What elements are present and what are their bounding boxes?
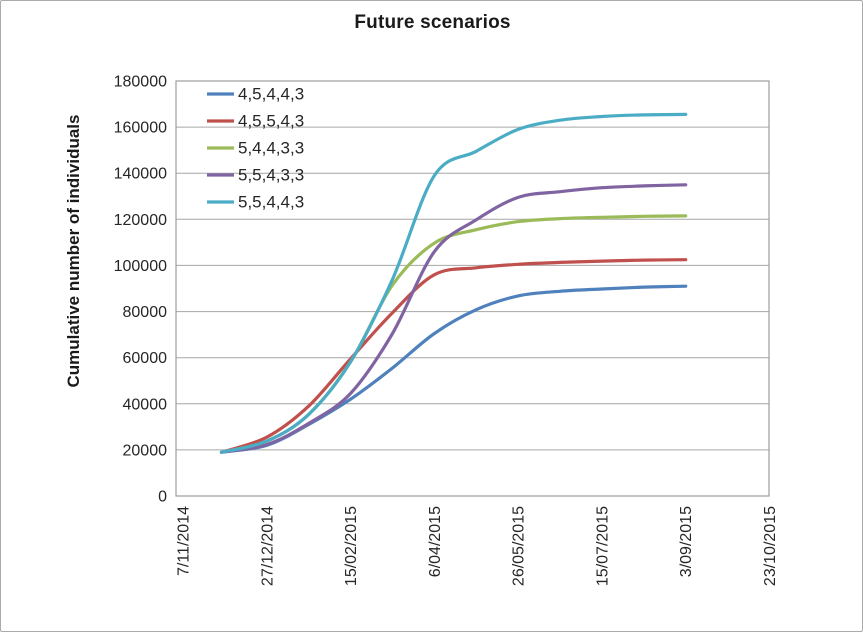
x-tick-label: 15/07/2015 — [594, 506, 611, 586]
x-tick-label: 23/10/2015 — [762, 506, 779, 586]
legend-item-5-5-4-4-3[interactable]: 5,5,4,4,3 — [207, 193, 304, 212]
legend-item-5-4-4-3-3[interactable]: 5,4,4,3,3 — [207, 139, 304, 158]
y-tick-label: 20000 — [123, 442, 168, 459]
plot-area-border — [175, 80, 770, 497]
x-tick-label: 15/02/2015 — [343, 506, 360, 586]
legend-item-4-5-4-4-3[interactable]: 4,5,4,4,3 — [207, 85, 304, 104]
legend-label: 5,5,4,3,3 — [238, 166, 304, 185]
y-tick-label: 120000 — [114, 212, 167, 229]
y-tick-label: 180000 — [114, 74, 167, 91]
x-tick-label: 7/11/2014 — [176, 506, 193, 576]
y-tick-label: 40000 — [123, 396, 168, 413]
y-tick-label: 0 — [158, 489, 167, 506]
legend-item-4-5-5-4-3[interactable]: 4,5,5,4,3 — [207, 112, 304, 131]
series-line-5-5-4-3-3[interactable] — [219, 183, 688, 454]
legend-label: 5,5,4,4,3 — [238, 193, 304, 212]
legend-label: 5,4,4,3,3 — [238, 139, 304, 158]
series-line-5-5-4-4-3[interactable] — [219, 112, 688, 454]
legend-item-5-5-4-3-3[interactable]: 5,5,4,3,3 — [207, 166, 304, 185]
y-tick-label: 160000 — [114, 120, 167, 137]
legend-label: 4,5,5,4,3 — [238, 112, 304, 131]
y-tick-label: 60000 — [123, 350, 168, 367]
y-tick-label: 100000 — [114, 258, 167, 275]
legend-label: 4,5,4,4,3 — [238, 85, 304, 104]
x-tick-label: 6/04/2015 — [427, 506, 444, 577]
y-tick-label: 80000 — [123, 304, 168, 321]
chart-title: Future scenarios — [354, 12, 511, 33]
x-tick-label: 3/09/2015 — [678, 506, 695, 577]
series-line-4-5-5-4-3[interactable] — [219, 258, 688, 454]
x-tick-label: 27/12/2014 — [259, 506, 276, 586]
series-line-5-4-4-3-3[interactable] — [219, 214, 688, 454]
x-tick-label: 26/05/2015 — [511, 506, 528, 586]
y-tick-label: 140000 — [114, 166, 167, 183]
